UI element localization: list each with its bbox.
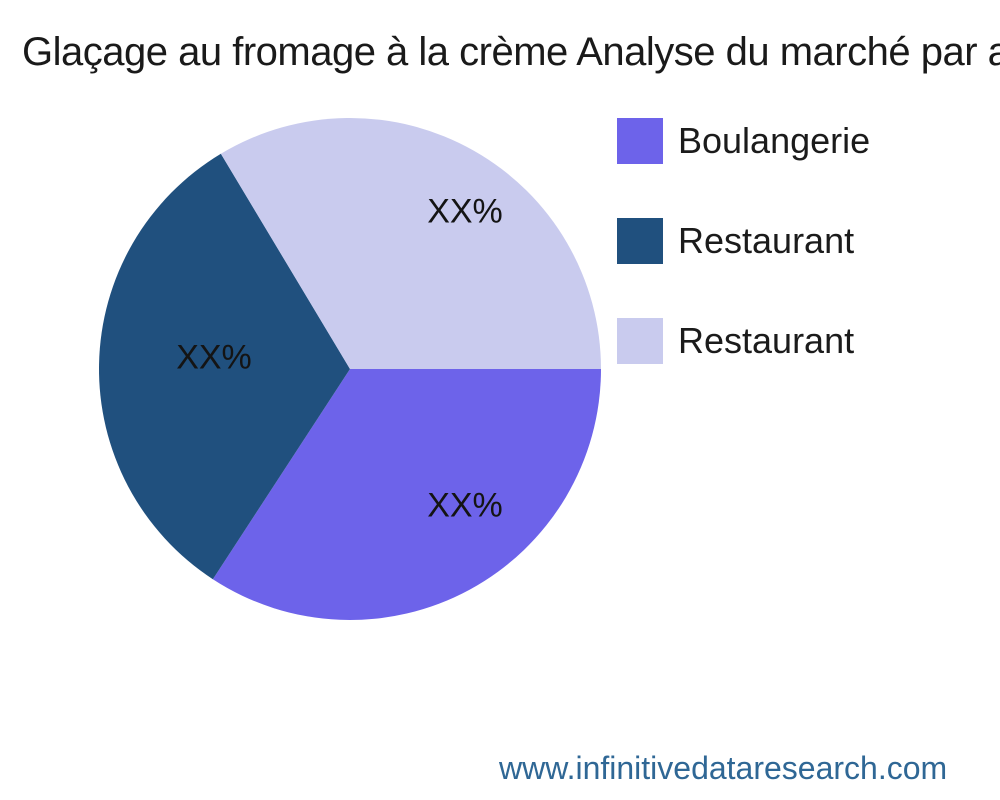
website-url: www.infinitivedataresearch.com — [499, 750, 948, 786]
legend-item-restaurant-1: Restaurant — [617, 218, 870, 264]
legend-item-restaurant-2: Restaurant — [617, 318, 870, 364]
legend-label: Restaurant — [678, 320, 855, 361]
legend-swatch-0 — [617, 118, 663, 164]
pie-slice-percentage-label: XX% — [427, 192, 503, 231]
legend-swatch-2 — [617, 318, 663, 364]
pie-slice-1-restaurant — [99, 153, 350, 580]
legend-swatch-1 — [617, 218, 663, 264]
legend-item-boulangerie: Boulangerie — [617, 118, 870, 164]
pie-slice-0-boulangerie — [212, 369, 602, 620]
pie-slice-percentage-label: XX% — [176, 338, 252, 377]
pie-slice-2-restaurant — [220, 118, 601, 369]
legend-label: Restaurant — [678, 220, 855, 261]
legend-label: Boulangerie — [678, 120, 871, 161]
legend: Boulangerie Restaurant Restaurant — [617, 118, 870, 418]
pie-slice-percentage-label: XX% — [427, 486, 503, 525]
chart-title: Glaçage au fromage à la crème Analyse du… — [22, 30, 1000, 74]
